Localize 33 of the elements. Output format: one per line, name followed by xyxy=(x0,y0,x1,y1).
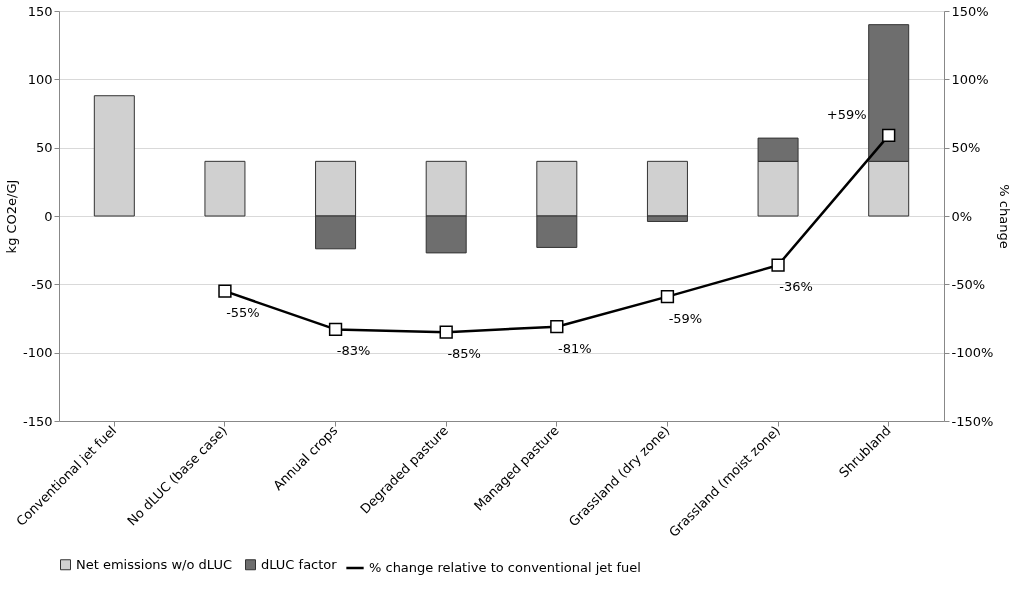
y-axis-title: kg CO2e/GJ xyxy=(4,179,19,254)
point xyxy=(218,284,232,298)
point xyxy=(771,258,785,272)
point xyxy=(328,322,343,337)
y2-tick-label: 150% xyxy=(951,3,989,19)
y2-tick-label: -150% xyxy=(951,413,994,429)
point xyxy=(439,325,453,339)
y-tick-label: 100 xyxy=(27,71,53,87)
legend-label: dLUC factor xyxy=(261,556,338,572)
point xyxy=(550,320,564,334)
y2-axis-title: % change xyxy=(997,184,1013,249)
y-tick-label: -100 xyxy=(22,345,53,361)
y-tick-label: -150 xyxy=(22,413,53,429)
y2-tick-label: -50% xyxy=(951,276,986,292)
data-label: -59% xyxy=(668,310,703,326)
y-tick-label: 0 xyxy=(44,208,53,224)
y-tick-label: 150 xyxy=(27,3,53,19)
data-label: -83% xyxy=(336,343,371,359)
legend-label: % change relative to conventional jet fuel xyxy=(369,560,641,575)
y2-tick-label: -100% xyxy=(951,345,994,361)
data-label: -85% xyxy=(447,346,481,362)
y-tick-label: -50 xyxy=(31,276,53,292)
y-tick-label: 50 xyxy=(35,140,53,156)
data-label: -36% xyxy=(779,279,813,295)
y2-tick-label: 50% xyxy=(951,140,981,156)
point xyxy=(660,289,675,304)
legend-label: Net emissions w/o dLUC xyxy=(76,556,233,572)
y2-tick-label: 0% xyxy=(951,208,973,224)
data-label: -55% xyxy=(226,305,260,321)
data-label: +59% xyxy=(826,107,867,123)
point xyxy=(882,128,896,143)
y2-tick-label: 100% xyxy=(951,71,989,87)
data-label: -81% xyxy=(558,340,592,356)
